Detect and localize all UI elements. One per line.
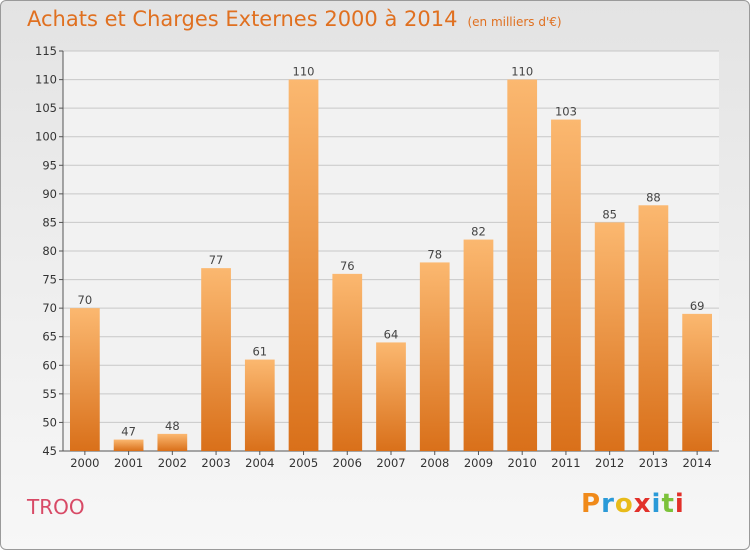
y-tick-label: 115 <box>35 44 57 58</box>
bar-2013 <box>638 205 669 451</box>
value-label-2012: 85 <box>602 207 617 221</box>
y-tick-label: 45 <box>42 444 57 458</box>
x-tick-label: 2013 <box>639 456 668 470</box>
y-tick-label: 110 <box>35 73 57 87</box>
bar-layer <box>69 79 713 455</box>
y-tick-label: 100 <box>35 130 57 144</box>
bar-2000 <box>69 308 100 451</box>
x-tick-label: 2010 <box>508 456 537 470</box>
bar-2003 <box>201 268 231 451</box>
y-tick-label: 85 <box>42 215 57 229</box>
logo-letter: x <box>633 489 652 519</box>
y-tick-label: 70 <box>42 301 57 315</box>
value-label-2008: 78 <box>427 247 442 261</box>
y-tick-label: 75 <box>42 273 57 287</box>
y-tick-label: 80 <box>42 244 57 258</box>
logo-letter: o <box>614 489 634 519</box>
x-tick-label: 2007 <box>376 456 405 470</box>
chart-title-text: Achats et Charges Externes 2000 à 2014 <box>27 7 458 31</box>
chart-unit: (en milliers d'€) <box>467 15 562 29</box>
y-tick-label: 105 <box>35 101 57 115</box>
value-label-2006: 76 <box>340 259 355 273</box>
bar-2008 <box>419 262 450 451</box>
y-tick-label: 50 <box>42 415 57 429</box>
value-label-2007: 64 <box>384 327 399 341</box>
label-layer: 45 50 55 60 65 70 75 80 85 90 95 100 105 110 115 70 2000… <box>35 44 712 470</box>
value-label-2014: 69 <box>690 299 705 313</box>
y-tick-label: 90 <box>42 187 57 201</box>
x-tick-label: 2008 <box>420 456 449 470</box>
value-label-2010: 110 <box>511 65 533 79</box>
x-tick-label: 2006 <box>333 456 362 470</box>
x-tick-label: 2001 <box>114 456 143 470</box>
value-label-2013: 88 <box>646 190 661 204</box>
value-label-2004: 61 <box>252 345 267 359</box>
x-tick-label: 2000 <box>70 456 99 470</box>
bar-2014 <box>682 313 713 451</box>
value-label-2009: 82 <box>471 225 486 239</box>
x-tick-label: 2002 <box>158 456 187 470</box>
bar-2004 <box>244 359 275 451</box>
bar-2012 <box>594 222 625 451</box>
logo-letter: i <box>651 489 662 519</box>
y-tick-label: 65 <box>42 330 57 344</box>
value-label-2005: 110 <box>293 65 315 79</box>
commune-name: TROO <box>27 495 85 519</box>
logo-letter: r <box>601 489 615 519</box>
x-tick-label: 2003 <box>201 456 230 470</box>
x-tick-label: 2004 <box>245 456 274 470</box>
logo-letter: i <box>674 489 685 519</box>
bar-2009 <box>463 239 494 451</box>
value-label-2000: 70 <box>78 293 93 307</box>
proxiti-logo: Proxiti <box>581 489 685 519</box>
y-tick-label: 95 <box>42 158 57 172</box>
bar-2002 <box>157 433 188 451</box>
value-label-2001: 47 <box>121 425 136 439</box>
y-tick-label: 60 <box>42 358 57 372</box>
x-tick-label: 2014 <box>682 456 711 470</box>
value-label-2002: 48 <box>165 419 180 433</box>
value-label-2011: 103 <box>555 105 577 119</box>
bar-2007 <box>376 342 406 451</box>
y-tick-label: 55 <box>42 387 57 401</box>
x-tick-label: 2011 <box>551 456 580 470</box>
x-tick-label: 2009 <box>464 456 493 470</box>
x-tick-label: 2012 <box>595 456 624 470</box>
value-label-2003: 77 <box>209 253 224 267</box>
x-tick-label: 2005 <box>289 456 318 470</box>
bar-2005 <box>288 79 319 452</box>
chart-title: Achats et Charges Externes 2000 à 2014 (e… <box>27 7 562 31</box>
bar-2006 <box>332 273 363 451</box>
bar-2011 <box>551 119 581 452</box>
bar-2001 <box>113 439 144 451</box>
bar-2010 <box>507 79 538 452</box>
logo-letter: t <box>661 489 675 519</box>
logo-letter: P <box>581 489 602 519</box>
